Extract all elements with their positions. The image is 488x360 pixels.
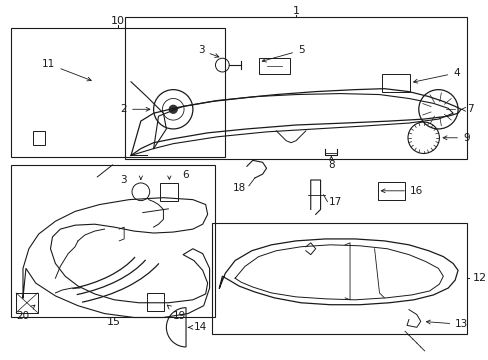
Text: 2: 2 (120, 104, 150, 114)
Bar (146, 293, 164, 311)
Bar (16, 293, 38, 312)
Circle shape (169, 105, 177, 113)
Text: 7: 7 (460, 104, 472, 114)
Bar (377, 182, 404, 200)
Text: 4: 4 (413, 68, 459, 83)
Text: 11: 11 (42, 59, 91, 81)
Text: 15: 15 (106, 318, 120, 327)
Text: 16: 16 (381, 186, 422, 196)
Text: 17: 17 (328, 197, 341, 207)
Text: 3: 3 (120, 175, 126, 185)
Bar (258, 58, 289, 74)
Bar (160, 183, 178, 201)
Text: 10: 10 (111, 16, 125, 26)
Bar (382, 74, 409, 91)
Text: 13: 13 (426, 319, 468, 329)
Text: 9: 9 (442, 133, 468, 143)
Text: 18: 18 (232, 183, 245, 193)
Text: 20: 20 (16, 305, 35, 320)
Text: 12: 12 (472, 273, 486, 283)
Text: 6: 6 (182, 170, 188, 180)
Text: 8: 8 (327, 156, 334, 170)
Bar (33, 131, 44, 145)
Bar (211, 223, 466, 334)
Text: 5: 5 (262, 45, 304, 62)
Text: 19: 19 (167, 305, 186, 320)
Bar (11, 28, 225, 157)
Text: 14: 14 (188, 322, 207, 332)
Bar (11, 165, 215, 316)
Text: 1: 1 (292, 6, 299, 16)
Text: 3: 3 (198, 45, 219, 57)
Bar (125, 17, 466, 159)
